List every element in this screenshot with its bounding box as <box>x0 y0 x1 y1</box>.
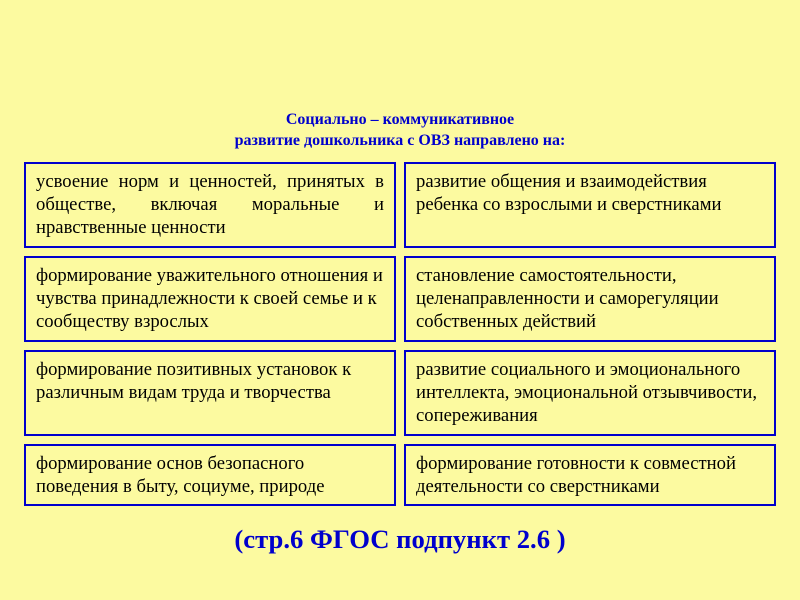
content-box: становление самостоятельности, целенапра… <box>404 256 776 342</box>
boxes-grid: усвоение норм и ценностей, принятых в об… <box>24 162 776 507</box>
title-line-2: развитие дошкольника с ОВЗ направлено на… <box>235 132 566 149</box>
slide: Социально – коммуникативное развитие дош… <box>0 0 800 600</box>
content-box: развитие социального и эмоционального ин… <box>404 350 776 436</box>
title-line-1: Социально – коммуникативное <box>286 111 514 128</box>
content-box: формирование основ безопасного поведения… <box>24 444 396 507</box>
slide-title: Социально – коммуникативное развитие дош… <box>24 110 776 152</box>
content-box: усвоение норм и ценностей, принятых в об… <box>24 162 396 248</box>
content-box: развитие общения и взаимодействия ребенк… <box>404 162 776 248</box>
content-box: формирование уважительного отношения и ч… <box>24 256 396 342</box>
content-box: формирование готовности к совместной дея… <box>404 444 776 507</box>
content-box: формирование позитивных установок к разл… <box>24 350 396 436</box>
footer-reference: (стр.6 ФГОС подпункт 2.6 ) <box>24 524 776 555</box>
